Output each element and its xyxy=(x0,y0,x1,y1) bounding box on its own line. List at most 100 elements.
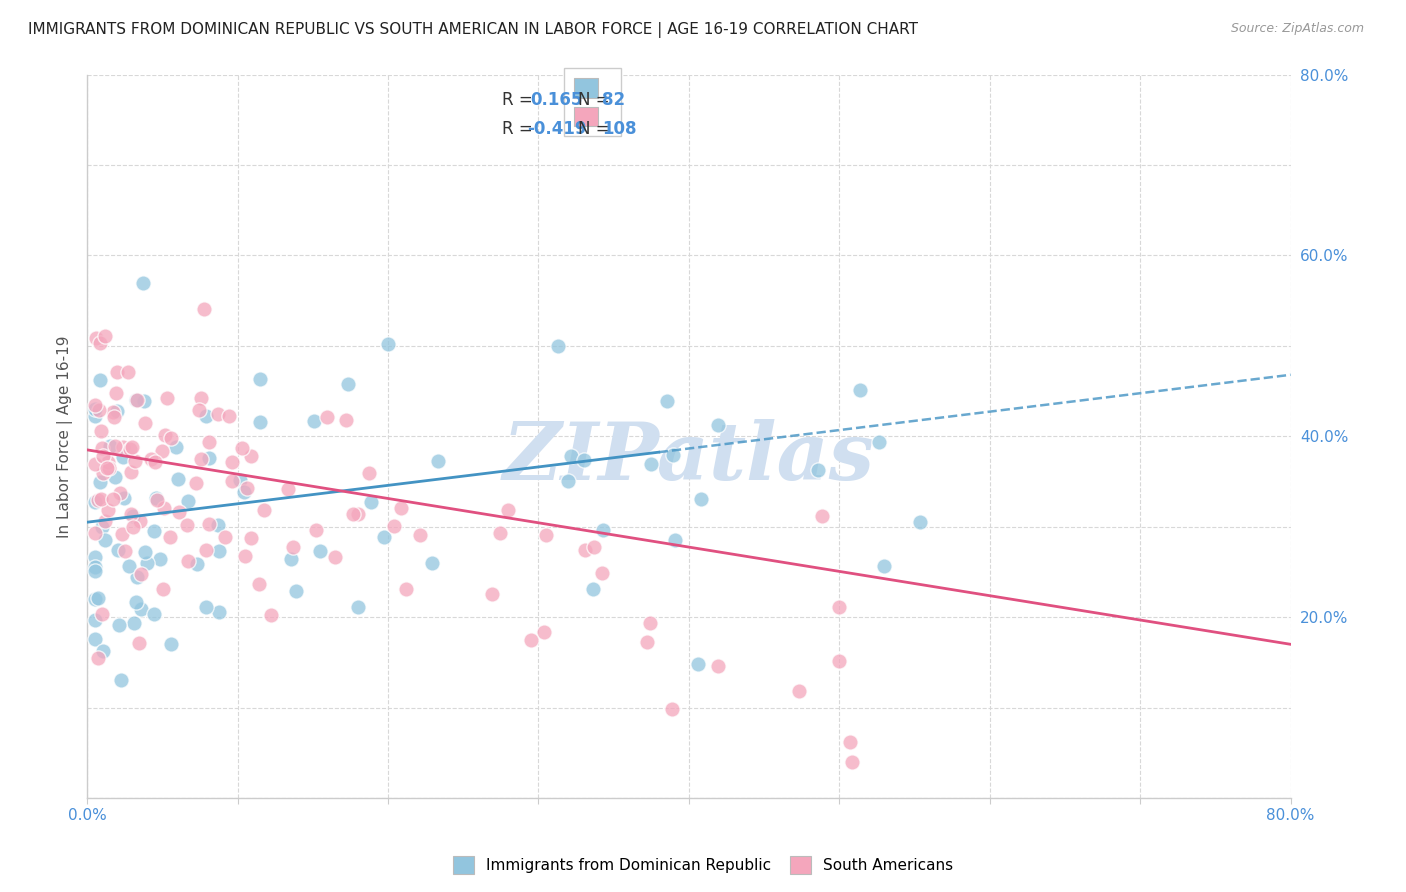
Text: 108: 108 xyxy=(602,120,637,137)
Point xyxy=(190,451,212,466)
Point xyxy=(103,410,125,425)
Point xyxy=(195,409,218,423)
Point xyxy=(93,514,115,528)
Point xyxy=(557,475,579,489)
Point xyxy=(145,492,167,507)
Point xyxy=(186,558,208,572)
Text: R =: R = xyxy=(502,120,533,137)
Point xyxy=(122,509,145,524)
Point xyxy=(395,582,418,597)
Point xyxy=(111,527,134,541)
Point xyxy=(640,457,662,471)
Point xyxy=(572,453,595,467)
Point xyxy=(789,683,811,698)
Point xyxy=(811,508,834,523)
Text: N =: N = xyxy=(578,91,610,109)
Point xyxy=(664,533,686,547)
Point xyxy=(323,550,346,565)
Point xyxy=(94,328,117,343)
Point xyxy=(592,524,614,538)
Point xyxy=(141,452,163,467)
Point xyxy=(159,431,181,445)
Point xyxy=(83,613,105,627)
Point xyxy=(249,577,271,591)
Point xyxy=(260,607,283,622)
Point xyxy=(489,526,512,541)
Point xyxy=(124,393,146,408)
Point xyxy=(89,373,111,387)
Point xyxy=(239,531,262,545)
Point xyxy=(132,393,155,408)
Point xyxy=(707,418,730,433)
Point xyxy=(305,523,328,537)
Point xyxy=(83,592,105,607)
Point xyxy=(90,424,112,438)
Point xyxy=(868,435,890,450)
Point xyxy=(83,564,105,578)
Point xyxy=(194,542,217,557)
Point xyxy=(97,503,120,517)
Point xyxy=(105,404,128,418)
Point xyxy=(197,451,219,466)
Point xyxy=(114,544,136,558)
Legend: Immigrants from Dominican Republic, South Americans: Immigrants from Dominican Republic, Sout… xyxy=(447,850,959,880)
Point xyxy=(89,336,111,351)
Point xyxy=(104,439,127,453)
Point xyxy=(176,518,198,533)
Point xyxy=(373,530,395,544)
Point xyxy=(110,673,132,687)
Point xyxy=(124,454,146,468)
Point xyxy=(221,475,243,489)
Point xyxy=(662,448,685,462)
Point xyxy=(420,556,443,570)
Point xyxy=(686,657,709,671)
Point xyxy=(377,337,399,351)
Point xyxy=(661,702,683,716)
Point xyxy=(221,454,243,468)
Point xyxy=(302,414,325,428)
Point xyxy=(828,600,851,615)
Point xyxy=(91,643,114,657)
Point xyxy=(547,339,569,353)
Point xyxy=(112,440,135,454)
Point xyxy=(159,530,181,544)
Point xyxy=(83,402,105,417)
Point xyxy=(533,625,555,640)
Point xyxy=(142,524,165,538)
Point xyxy=(101,405,124,419)
Point xyxy=(208,605,231,619)
Text: -0.419: -0.419 xyxy=(527,120,588,137)
Point xyxy=(360,495,382,509)
Point xyxy=(249,416,271,430)
Point xyxy=(481,587,503,601)
Point xyxy=(129,567,152,582)
Point xyxy=(103,492,125,507)
Point xyxy=(207,517,229,532)
Point xyxy=(87,591,110,605)
Point xyxy=(143,455,166,469)
Point xyxy=(122,615,145,630)
Point xyxy=(90,491,112,506)
Point xyxy=(188,403,211,417)
Point xyxy=(91,450,114,464)
Text: N =: N = xyxy=(578,120,610,137)
Point xyxy=(335,412,357,426)
Point xyxy=(87,651,110,665)
Point xyxy=(218,409,240,424)
Point xyxy=(240,449,263,463)
Point xyxy=(409,528,432,542)
Point xyxy=(125,570,148,584)
Point xyxy=(231,441,253,455)
Point xyxy=(93,533,115,547)
Point xyxy=(592,566,614,580)
Point xyxy=(83,632,105,646)
Point xyxy=(636,634,658,648)
Point xyxy=(83,559,105,574)
Point xyxy=(167,472,190,486)
Point xyxy=(233,484,256,499)
Point xyxy=(198,435,221,450)
Point xyxy=(118,559,141,574)
Point xyxy=(148,552,170,566)
Point xyxy=(152,582,174,597)
Point xyxy=(145,491,167,506)
